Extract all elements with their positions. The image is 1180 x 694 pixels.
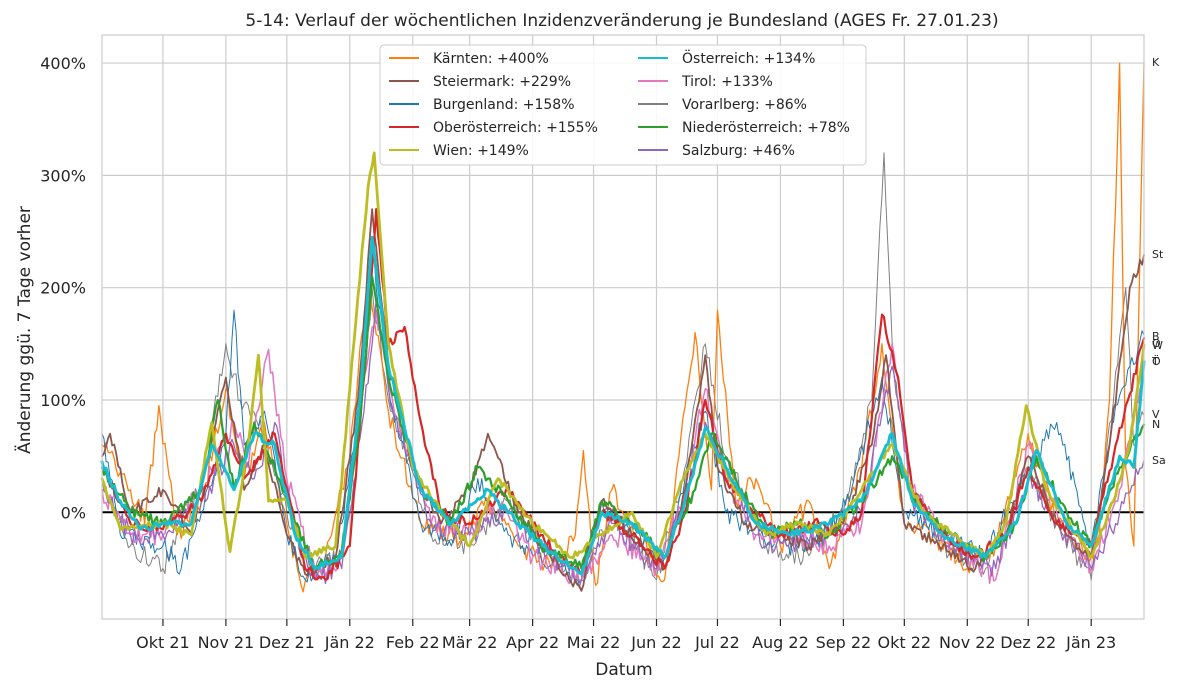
y-tick-label: 200%: [40, 279, 86, 298]
series-end-label: Sa: [1152, 454, 1166, 467]
x-tick-label: Okt 21: [136, 633, 190, 652]
x-tick-label: Nov 21: [198, 633, 255, 652]
x-tick-label: Apr 22: [506, 633, 559, 652]
legend-entry-label: Niederösterreich: +78%: [682, 120, 850, 136]
legend-box: [379, 44, 867, 166]
legend-entry-label: Wien: +149%: [433, 143, 529, 159]
x-tick-label: Dez 21: [259, 633, 315, 652]
plot-frame: [101, 34, 1145, 620]
x-tick-label: Aug 22: [752, 633, 809, 652]
x-tick-label: Feb 22: [386, 633, 440, 652]
y-tick-label: 100%: [40, 391, 86, 410]
y-tick-label: 0%: [61, 503, 86, 522]
series-end-label: N: [1152, 418, 1160, 431]
legend-entry-label: Salzburg: +46%: [682, 143, 795, 159]
chart-title: 5-14: Verlauf der wöchentlichen Inzidenz…: [245, 11, 998, 31]
series-line-3: [100, 208, 1146, 581]
legend-entry-label: Vorarlberg: +86%: [682, 97, 807, 113]
x-tick-label: Jän 23: [1065, 633, 1116, 652]
x-tick-label: Dez 22: [1000, 633, 1056, 652]
series-end-label: Ö: [1152, 355, 1161, 368]
series-end-label: T: [1151, 355, 1159, 368]
series-end-label: B: [1152, 330, 1160, 343]
x-tick-label: Jun 22: [630, 633, 681, 652]
x-tick-label: Jul 22: [694, 633, 740, 652]
series-end-label: V: [1152, 408, 1160, 421]
x-tick-label: Jän 22: [324, 633, 375, 652]
series-end-label: O: [1152, 337, 1161, 350]
series-line-5: [100, 235, 1146, 576]
series-line-4: [100, 151, 1146, 560]
y-tick-label: 400%: [40, 54, 86, 73]
series-end-label: K: [1152, 56, 1160, 69]
legend: Kärnten: +400% Steiermark: +229% Burgenlan…: [379, 44, 867, 166]
x-tick-label: Nov 22: [939, 633, 996, 652]
series-lines: [100, 62, 1146, 593]
axis-ticks: 0% 100% 200% 300% 400% Okt 21 Nov 21 Dez 21 Jän …: [40, 54, 1116, 652]
x-axis-label: Datum: [595, 660, 653, 680]
series-end-label: St: [1152, 248, 1164, 261]
x-tick-label: Sep 22: [816, 633, 872, 652]
x-tick-label: Mai 22: [567, 633, 621, 652]
legend-entry-label: Oberösterreich: +155%: [433, 120, 598, 136]
series-end-label: W: [1152, 339, 1163, 352]
legend-entry-label: Steiermark: +229%: [433, 74, 571, 90]
legend-entry-label: Burgenland: +158%: [433, 97, 575, 113]
series-line-1: [101, 208, 1145, 592]
y-axis-label: Änderung ggü. 7 Tage vorher: [14, 206, 35, 454]
y-tick-label: 300%: [40, 166, 86, 185]
legend-entry-label: Kärnten: +400%: [433, 51, 549, 67]
x-tick-label: Okt 22: [878, 633, 932, 652]
series-line-6: [101, 309, 1145, 585]
x-tick-label: Mär 22: [442, 633, 498, 652]
legend-entry-label: Österreich: +134%: [682, 49, 815, 67]
legend-entry-label: Tirol: +133%: [681, 74, 773, 90]
